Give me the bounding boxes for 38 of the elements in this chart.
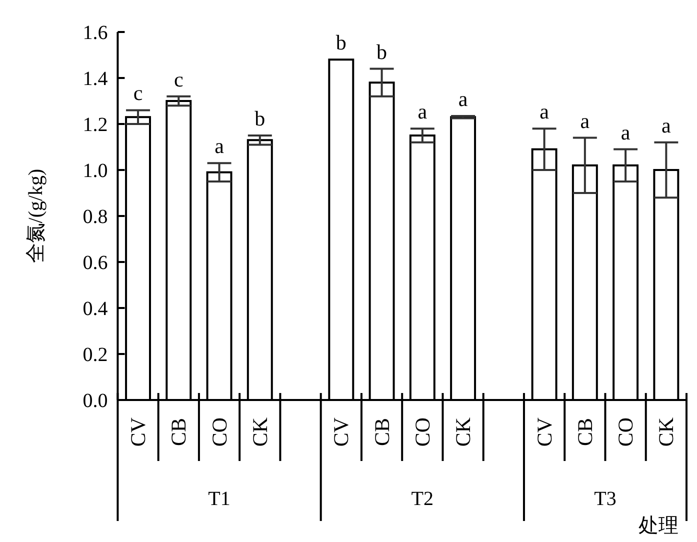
y-tick-label: 1.0 [82,160,108,182]
data-label: b [254,106,266,130]
x-tick-label: CK [248,417,272,447]
data-label: b [376,40,388,64]
x-tick-label: CV [126,417,150,447]
x-tick-label: CK [654,417,678,447]
data-label: a [580,108,590,133]
x-axis-title: 处理 [638,515,678,537]
x-tick-label: CV [329,417,354,447]
data-label: a [214,134,225,158]
x-tick-label: CB [572,418,597,446]
y-tick-label: 0.8 [82,206,108,228]
y-tick-label: 1.6 [82,22,108,44]
text: T2 [411,488,434,510]
y-tick-label: 0.2 [82,344,108,366]
y-axis-title: 全氮/(g/kg) [25,168,47,264]
x-tick-label: CO [410,417,434,447]
x-tick-label: CB [166,418,191,446]
data-label: c [174,67,184,92]
y-tick-label: 1.2 [82,114,108,136]
x-tick-label: CO [207,417,232,447]
data-label: a [418,100,428,124]
x-tick-label: CV [532,417,556,447]
data-label: a [458,86,468,111]
data-label: b [336,30,346,55]
text: T1 [208,488,230,510]
data-label: a [620,120,631,144]
data-label: c [133,81,143,106]
y-tick-label: 0.0 [82,390,108,412]
text: T3 [594,488,616,510]
y-tick-label: 0.6 [82,252,108,274]
y-tick-label: 0.4 [82,298,108,320]
x-tick-label: CK [451,417,476,447]
y-tick-label: 1.4 [82,68,108,90]
x-tick-label: CO [614,417,638,447]
x-tick-label: CB [370,418,394,446]
data-label: a [662,113,672,138]
data-label: a [540,100,550,124]
